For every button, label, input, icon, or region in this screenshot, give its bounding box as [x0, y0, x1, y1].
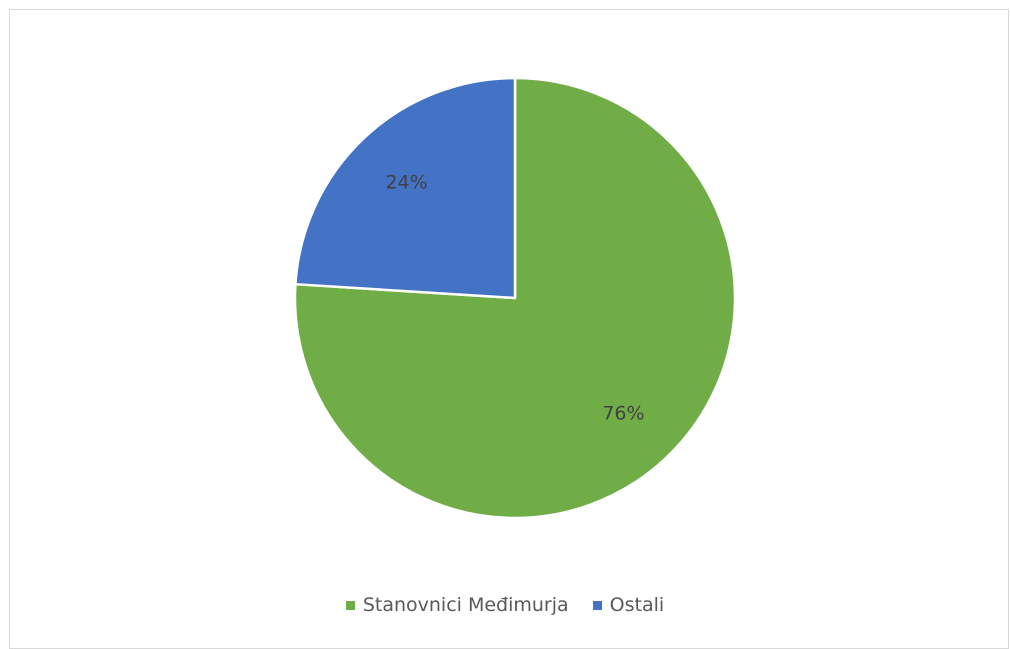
legend-item-ostali[interactable]: Ostali [592, 594, 665, 616]
pie-slice-ostali[interactable] [294, 76, 517, 300]
data-label-ostali: 24% [385, 172, 427, 194]
legend-swatch-stanovnici-medimurja [345, 600, 355, 610]
legend-swatch-ostali [592, 600, 602, 610]
legend-label-stanovnici-medimurja: Stanovnici Međimurja [362, 594, 569, 616]
chart-legend: Stanovnici Međimurja Ostali [0, 594, 1010, 616]
legend-label-ostali: Ostali [609, 594, 665, 616]
pie-slices [293, 76, 737, 520]
data-label-stanovnici-medimurja: 76% [602, 402, 644, 424]
legend-item-stanovnici-medimurja[interactable]: Stanovnici Međimurja [345, 594, 569, 616]
pie-data-labels: 76% 24% [385, 172, 644, 425]
